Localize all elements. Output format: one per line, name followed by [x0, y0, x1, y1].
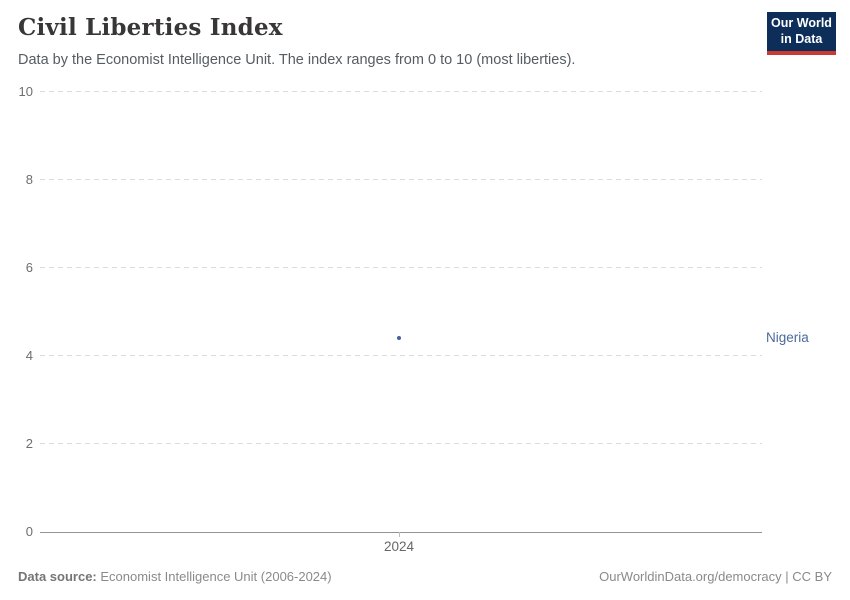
y-tick-label-8: 8 — [25, 171, 33, 187]
y-gridline-4 — [40, 355, 762, 357]
data-source-note: Data source: Economist Intelligence Unit… — [18, 569, 332, 584]
footer-license-link[interactable]: OurWorldinData.org/democracy | CC BY — [599, 569, 832, 584]
x-axis-line — [40, 531, 762, 533]
y-tick-label-6: 6 — [25, 259, 33, 275]
data-source-label: Data source: — [18, 569, 97, 584]
y-gridline-10 — [40, 91, 762, 92]
page-title: Civil Liberties Index — [18, 14, 283, 41]
x-tick-label: 2024 — [383, 539, 415, 554]
data-source-value: Economist Intelligence Unit (2006-2024) — [96, 569, 332, 584]
data-point-nigeria[interactable] — [397, 335, 401, 340]
y-gridline-8 — [40, 179, 762, 181]
owid-logo-line2: in Data — [780, 32, 823, 46]
y-tick-label-0: 0 — [25, 524, 33, 539]
y-gridline-2 — [40, 443, 762, 445]
chart-subtitle: Data by the Economist Intelligence Unit.… — [18, 52, 576, 68]
y-tick-label-2: 2 — [25, 435, 33, 451]
y-tick-label-10: 10 — [18, 83, 33, 99]
entity-label-nigeria[interactable]: Nigeria — [766, 329, 809, 345]
owid-logo-line1: Our World — [771, 16, 832, 30]
x-tick-mark — [399, 532, 400, 537]
y-tick-label-4: 4 — [25, 347, 33, 363]
owid-logo: Our World in Data — [767, 12, 836, 55]
y-gridline-6 — [40, 267, 762, 269]
